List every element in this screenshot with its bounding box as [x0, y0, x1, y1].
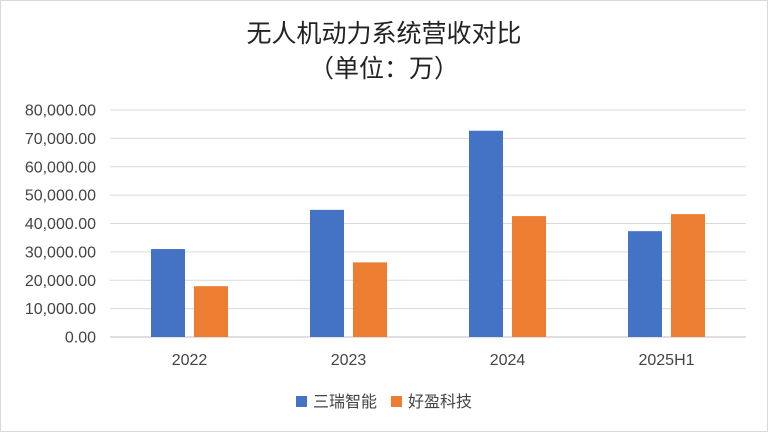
y-axis-tick-labels: 0.00 10,000.00 20,000.00 30,000.00 40,000.00… — [25, 103, 96, 347]
x-tick-label: 2024 — [490, 352, 526, 369]
x-tick-label: 2025H1 — [638, 352, 694, 369]
y-tick-label: 0.00 — [65, 330, 96, 347]
x-tick-label: 2022 — [172, 352, 208, 369]
bar — [151, 249, 185, 337]
bar — [671, 214, 705, 337]
y-tick-label: 70,000.00 — [25, 131, 96, 148]
y-tick-label: 50,000.00 — [25, 188, 96, 205]
bar — [310, 209, 344, 337]
y-tick-label: 60,000.00 — [25, 159, 96, 176]
y-tick-label: 10,000.00 — [25, 301, 96, 318]
x-tick-label: 2023 — [331, 352, 367, 369]
legend-label: 三瑞智能 — [313, 392, 377, 411]
y-tick-label: 30,000.00 — [25, 244, 96, 261]
legend: 三瑞智能 好盈科技 — [296, 392, 472, 411]
chart-title: 无人机动力系统营收对比 — [246, 19, 521, 48]
bar — [194, 286, 228, 337]
y-tick-label: 80,000.00 — [25, 103, 96, 120]
y-tick-label: 40,000.00 — [25, 216, 96, 233]
bar — [353, 262, 387, 337]
chart-subtitle: （单位：万） — [309, 54, 459, 83]
x-axis-tick-labels: 2022 2023 2024 2025H1 — [172, 352, 695, 369]
legend-label: 好盈科技 — [408, 392, 472, 411]
bar — [512, 216, 546, 337]
bar — [628, 231, 662, 337]
legend-swatch — [296, 396, 307, 407]
bar — [469, 130, 503, 337]
legend-swatch — [391, 396, 402, 407]
bars — [151, 130, 705, 337]
y-tick-label: 20,000.00 — [25, 273, 96, 290]
